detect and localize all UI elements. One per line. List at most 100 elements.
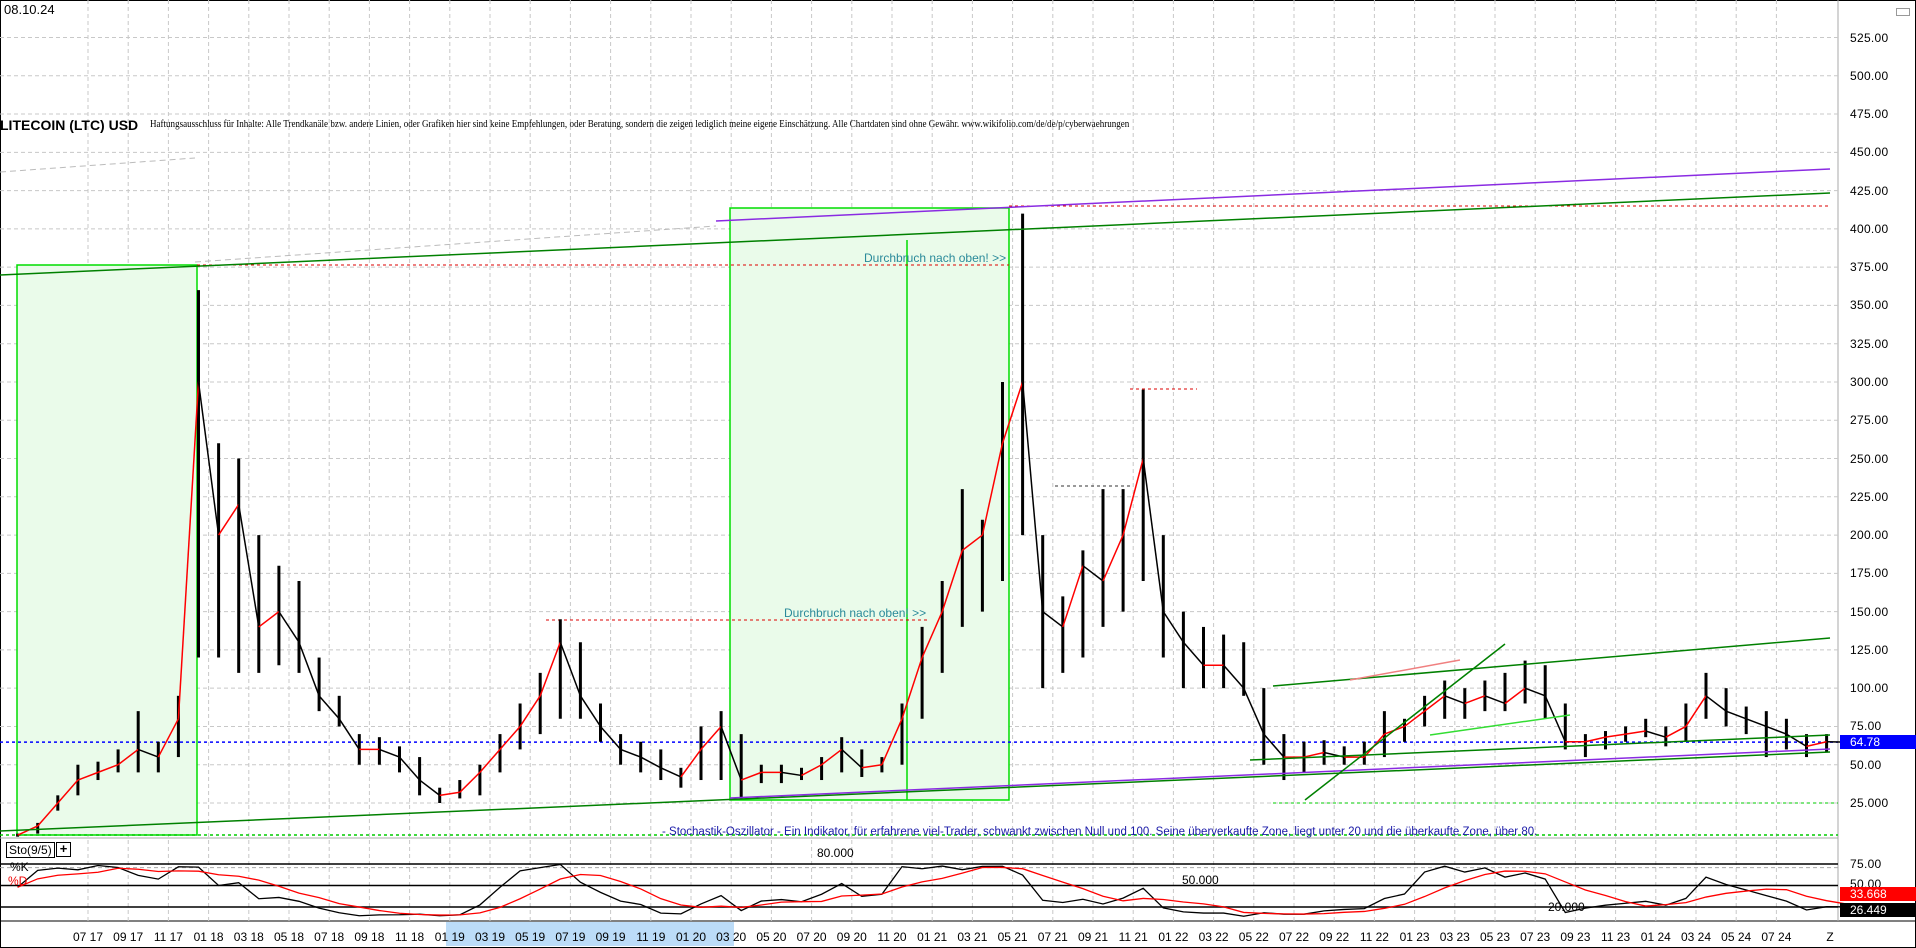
stochastic-d-label: %D xyxy=(8,874,28,888)
time-axis-highlight xyxy=(446,922,734,946)
price-segment xyxy=(1665,725,1687,738)
add-indicator-button[interactable]: + xyxy=(56,842,71,857)
price-segment xyxy=(1303,751,1325,758)
time-axis-tick: 01 24 xyxy=(1640,930,1671,944)
price-segment xyxy=(57,779,79,804)
price-segment xyxy=(801,764,822,777)
price-segment xyxy=(77,771,99,781)
price-segment xyxy=(459,771,481,793)
time-axis-tick: 03 21 xyxy=(957,930,988,944)
price-segment xyxy=(740,771,762,781)
price-segment xyxy=(1625,730,1646,735)
price-segment xyxy=(1122,458,1144,536)
trend-line xyxy=(1249,734,1831,761)
time-axis-tick: 07 24 xyxy=(1761,930,1792,944)
price-segment xyxy=(579,695,602,727)
price-segment xyxy=(961,534,983,551)
price-axis-tick: 525.00 xyxy=(1850,30,1889,45)
price-segment xyxy=(821,748,843,766)
stoch-k-line xyxy=(17,863,1847,917)
price-segment xyxy=(499,725,521,750)
price-segment xyxy=(901,657,923,720)
time-axis-tick: 07 20 xyxy=(796,930,827,944)
green-zone-1 xyxy=(16,264,198,836)
price-segment xyxy=(17,825,39,836)
price-segment xyxy=(1725,710,1747,720)
time-axis-tick: 09 22 xyxy=(1319,930,1350,944)
price-axis-tick: 75.00 xyxy=(1850,719,1882,734)
price-segment xyxy=(599,725,622,750)
stoch-k-badge: 26.449 xyxy=(1840,903,1916,917)
price-axis-tick: 150.00 xyxy=(1850,604,1889,619)
stoch-level-80: 80.000 xyxy=(817,846,854,860)
stoch-d-badge: 33.668 xyxy=(1840,887,1916,901)
price-segment xyxy=(781,771,802,777)
price-segment xyxy=(1504,687,1526,705)
time-axis-end[interactable]: Z xyxy=(1826,930,1834,944)
time-axis-tick: 07 23 xyxy=(1520,930,1551,944)
price-segment xyxy=(1424,695,1446,712)
stochastic-indicator-label[interactable]: Sto(9/5) xyxy=(6,842,55,858)
price-segment xyxy=(1766,725,1787,735)
price-axis-tick: 300.00 xyxy=(1850,374,1889,389)
price-segment xyxy=(1685,695,1707,727)
time-axis-tick: 01 22 xyxy=(1158,930,1189,944)
price-axis-tick: 325.00 xyxy=(1850,336,1889,351)
price-axis-tick: 400.00 xyxy=(1850,221,1889,236)
time-axis-tick: 11 17 xyxy=(153,930,183,944)
time-axis-tick: 11 21 xyxy=(1118,930,1148,944)
time-axis-tick: 03 24 xyxy=(1680,930,1712,944)
time-axis-tick: 05 21 xyxy=(997,930,1028,944)
price-segment xyxy=(338,718,360,750)
price-segment xyxy=(881,718,903,766)
time-axis-tick: 11 20 xyxy=(877,930,907,944)
price-segment xyxy=(298,641,320,697)
price-axis-tick: 450.00 xyxy=(1850,145,1889,160)
price-segment xyxy=(1544,695,1566,743)
price-segment xyxy=(1585,736,1606,743)
price-axis-tick: 200.00 xyxy=(1850,528,1889,543)
time-axis-tick: 09 18 xyxy=(354,930,385,944)
stoch-d-line xyxy=(17,866,1847,916)
price-segment xyxy=(1524,687,1546,697)
price-segment xyxy=(519,695,541,727)
time-axis-tick: 03 23 xyxy=(1439,930,1470,944)
stochastic-k-label: %K xyxy=(10,860,29,874)
price-axis-tick: 375.00 xyxy=(1850,260,1889,275)
time-axis-tick: 03 18 xyxy=(233,930,264,944)
price-segment xyxy=(479,748,501,773)
price-segment xyxy=(941,550,964,612)
last-price-badge: 64.78 xyxy=(1840,735,1916,749)
price-segment xyxy=(398,756,421,781)
stoch-level-20: 20.000 xyxy=(1548,900,1585,914)
price-segment xyxy=(1162,611,1185,643)
price-segment xyxy=(861,763,883,769)
price-segment xyxy=(1001,381,1024,444)
price-segment xyxy=(117,748,139,766)
price-segment xyxy=(157,718,180,758)
price-segment xyxy=(1062,565,1084,628)
trend-line xyxy=(0,751,1831,832)
time-axis-tick: 07 19 xyxy=(555,930,586,944)
breakout-annotation-mid: Durchbruch nach oben! >> xyxy=(784,606,927,620)
price-axis-tick: 350.00 xyxy=(1850,298,1889,313)
price-segment xyxy=(640,756,662,769)
price-segment xyxy=(237,504,260,628)
time-axis-tick: 09 20 xyxy=(836,930,867,944)
price-segment xyxy=(217,504,240,536)
price-axis-tick: 250.00 xyxy=(1850,451,1889,466)
price-segment xyxy=(177,381,200,719)
time-axis-tick: 05 20 xyxy=(756,930,787,944)
price-axis-tick: 225.00 xyxy=(1850,489,1889,504)
window-restore-button[interactable] xyxy=(1896,8,1910,16)
time-axis-tick: 11 18 xyxy=(395,930,425,944)
price-segment xyxy=(1705,695,1727,712)
time-axis-tick: 11 22 xyxy=(1359,930,1389,944)
price-segment xyxy=(1806,741,1827,748)
stochastic-note: - Stochastik-Oszillator - Ein Indikator,… xyxy=(662,826,1538,838)
chart-date: 08.10.24 xyxy=(4,2,55,17)
time-axis-tick: 11 19 xyxy=(636,930,666,944)
price-segment xyxy=(700,725,722,750)
price-segment xyxy=(921,611,943,658)
